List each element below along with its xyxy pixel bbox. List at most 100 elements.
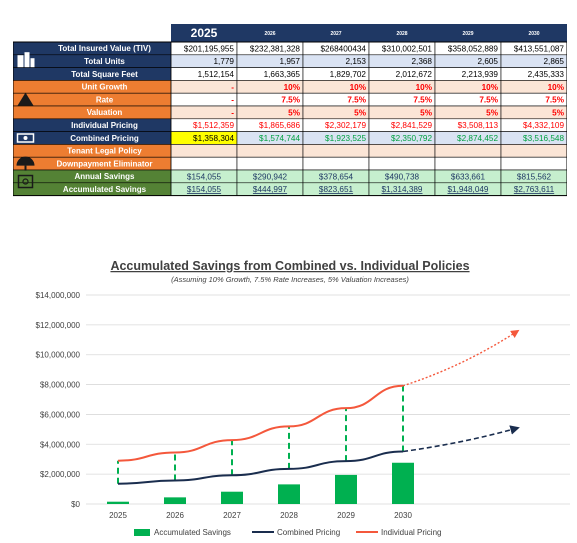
table-value: 7.5%	[413, 96, 432, 105]
table-cell	[236, 144, 304, 158]
bar-2028	[278, 484, 300, 504]
table-value: 10%	[350, 83, 367, 92]
table-value: $633,661	[451, 172, 486, 181]
table-value: $2,763,611	[514, 185, 555, 194]
table-value: $1,358,304	[193, 134, 234, 143]
y-tick-label: $4,000,000	[40, 440, 81, 449]
x-tick-label: 2030	[394, 511, 412, 520]
trend-line-individual-pricing	[402, 329, 520, 387]
umbrella-icon	[16, 156, 35, 171]
pricing-table: 2025 2026 2027 2028 2029 2030 Total Insured Va…	[13, 24, 567, 197]
row-label-cell	[38, 144, 171, 158]
table-value: 1,957	[280, 57, 301, 66]
row-label-cell	[38, 93, 171, 106]
icon-cell	[13, 67, 38, 81]
table-value: $815,562	[517, 172, 552, 181]
table-value: $490,738	[385, 172, 420, 181]
table-value: 7.5%	[545, 96, 564, 105]
legend-swatch-accumulated-savings	[134, 529, 150, 536]
header-year-2030: 2030	[528, 31, 539, 37]
row-label-cell	[38, 131, 171, 145]
table-cell	[170, 144, 238, 158]
table-value: 5%	[486, 108, 499, 117]
table-value: $413,551,087	[514, 44, 565, 53]
icon-cell	[13, 170, 38, 183]
table-value: 10%	[482, 83, 499, 92]
table-value: -	[231, 108, 234, 117]
chart-subtitle: (Assuming 10% Growth, 7.5% Rate Increase…	[171, 275, 409, 284]
row-label: Rate	[96, 95, 114, 104]
table-cell	[500, 144, 567, 158]
icon-cell	[13, 42, 38, 55]
table-cell	[170, 80, 238, 94]
legend-label-combined-pricing: Combined Pricing	[277, 528, 340, 537]
table-cell	[170, 156, 238, 171]
table-value: $154,055	[187, 185, 222, 194]
table-value: $444,997	[253, 185, 288, 194]
y-tick-label: $8,000,000	[40, 381, 81, 390]
trend-line-combined-pricing	[402, 425, 520, 453]
icon-cell	[13, 118, 38, 132]
safe-icon	[17, 174, 34, 189]
table-value: $1,314,389	[382, 185, 423, 194]
series-line-combined-pricing	[117, 450, 404, 485]
header-year-2028: 2028	[396, 31, 407, 37]
table-value: $1,923,525	[325, 134, 366, 143]
table-value: 2,865	[544, 57, 565, 66]
header-year-2025: 2025	[191, 26, 218, 40]
bar-2026	[164, 497, 186, 504]
row-label-cell	[38, 182, 171, 196]
y-tick-label: $12,000,000	[36, 321, 81, 330]
header-bar	[171, 24, 567, 42]
x-tick-label: 2026	[166, 511, 184, 520]
table-value: $290,942	[253, 172, 288, 181]
table-value: $4,332,109	[523, 121, 564, 130]
y-tick-label: $10,000,000	[36, 351, 81, 360]
y-tick-label: $0	[71, 500, 80, 509]
table-value: $1,574,744	[259, 134, 300, 143]
table-value: 7.5%	[479, 96, 498, 105]
table-value: 2,012,672	[396, 70, 433, 79]
table-value: $3,516,548	[523, 134, 564, 143]
row-label: Unit Growth	[82, 83, 128, 92]
table-cell	[500, 156, 567, 171]
table-value: $232,381,328	[250, 44, 301, 53]
table-value: $823,651	[319, 185, 354, 194]
table-cell	[434, 156, 502, 171]
icon-cell	[13, 182, 38, 196]
table-value: 2,368	[412, 57, 433, 66]
x-tick-label: 2025	[109, 511, 127, 520]
table-value: 1,663,365	[264, 70, 301, 79]
row-label: Accumulated Savings	[63, 185, 147, 194]
icon-cell	[13, 106, 38, 119]
x-tick-label: 2028	[280, 511, 298, 520]
table-value: 10%	[416, 83, 433, 92]
y-tick-label: $2,000,000	[40, 470, 81, 479]
table-value: $1,512,359	[193, 121, 234, 130]
table-cell	[236, 156, 304, 171]
x-tick-label: 2027	[223, 511, 241, 520]
table-value: 5%	[420, 108, 433, 117]
table-cell	[368, 156, 436, 171]
table-value: 1,512,154	[198, 70, 235, 79]
row-label: Individual Pricing	[71, 121, 138, 130]
row-label: Total Units	[84, 57, 125, 66]
table-value: 1,779	[214, 57, 235, 66]
table-value: 2,213,939	[462, 70, 499, 79]
money-icon	[16, 133, 35, 143]
table-cell	[434, 144, 502, 158]
y-tick-label: $6,000,000	[40, 410, 81, 419]
row-label: Tenant Legal Policy	[67, 147, 142, 156]
table-value: $378,654	[319, 172, 354, 181]
bar-2027	[221, 491, 243, 504]
row-label: Total Square Feet	[71, 70, 138, 79]
table-value: $310,002,501	[382, 44, 433, 53]
growth-triangle-icon	[17, 92, 34, 106]
table-value: $2,874,452	[457, 134, 498, 143]
legend-label-accumulated-savings: Accumulated Savings	[154, 528, 231, 537]
x-tick-label: 2029	[337, 511, 355, 520]
buildings-icon	[17, 52, 35, 68]
header-year-2029: 2029	[462, 31, 473, 37]
table-value: $2,841,529	[391, 121, 432, 130]
table-value: 5%	[288, 108, 301, 117]
